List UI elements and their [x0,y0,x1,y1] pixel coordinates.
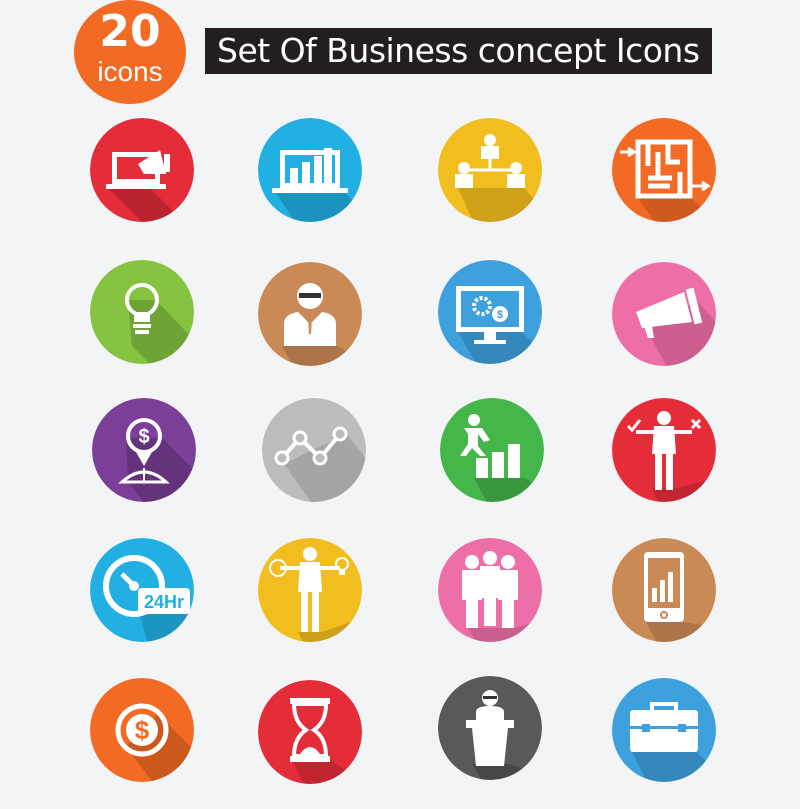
svg-text:$: $ [138,426,149,448]
icon-count-number: 20 [99,6,161,57]
dollar-coin-icon: $ [90,678,194,782]
tablet-chart-icon [612,538,716,642]
dollar-globe-pin-icon: $ [92,398,196,502]
maze-icon [612,118,716,222]
page-title: Set Of Business concept Icons [205,28,712,74]
laptop-bar-chart-icon [258,118,362,222]
clock-24hr-icon: 24Hr [90,538,194,642]
lightbulb-icon [90,260,194,364]
businessman-choice-icon [612,398,716,502]
climbing-bars-icon [440,398,544,502]
laptop-megaphone-icon [90,118,194,222]
clock-24hr-label: 24Hr [144,592,184,612]
monitor-gears-dollar-icon: $ [438,260,542,364]
svg-text:$: $ [497,309,503,321]
icon-count-badge: 20 icons [74,0,186,104]
businessman-icon [258,262,362,366]
growth-steps-icon [262,398,366,502]
svg-text:$: $ [135,715,150,745]
hourglass-icon [258,680,362,784]
businessman-money-idea-icon [258,538,362,642]
business-team-icon [438,538,542,642]
megaphone-icon [612,262,716,366]
team-hierarchy-icon [438,118,542,222]
briefcase-icon [612,678,716,782]
speaker-podium-icon [438,676,542,780]
icon-count-label: icons [97,56,163,87]
